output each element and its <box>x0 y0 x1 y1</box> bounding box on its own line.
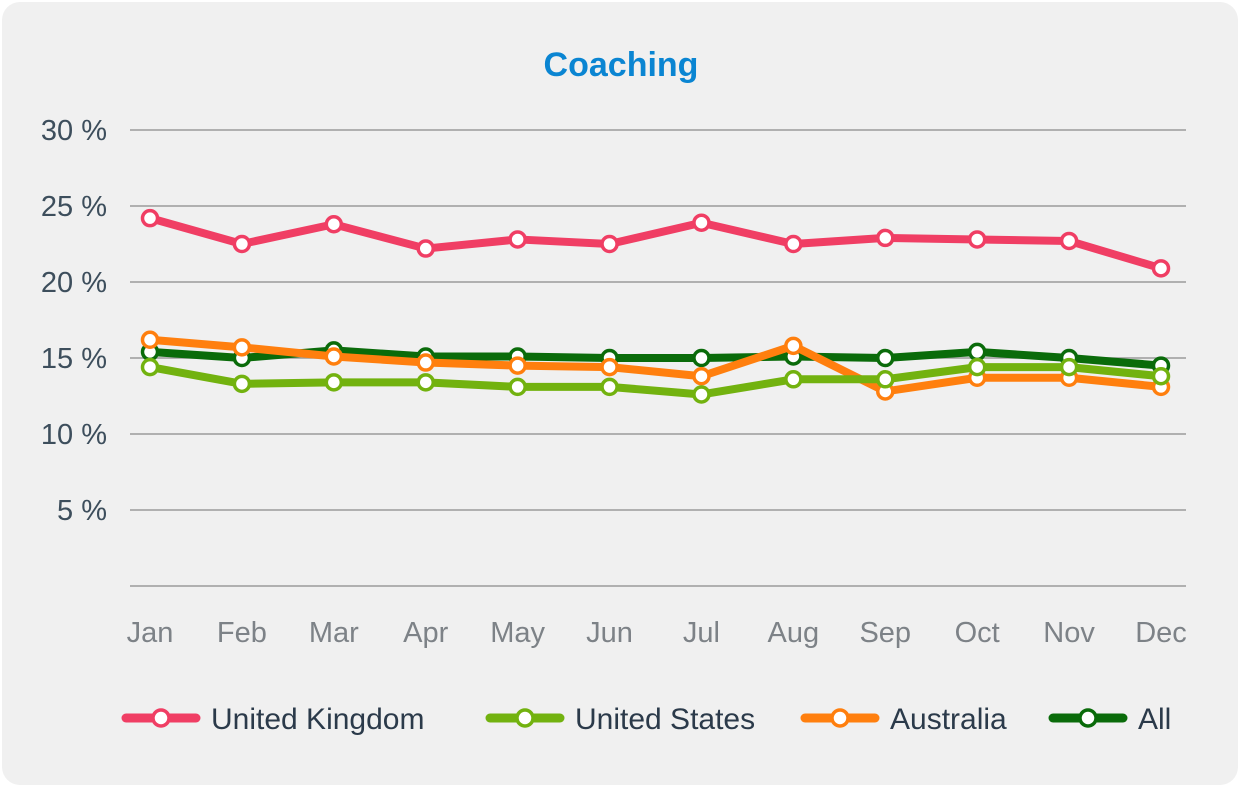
legend-label: All <box>1138 703 1171 736</box>
legend-marker <box>151 708 171 728</box>
legend-item-all[interactable]: All <box>1048 703 1171 736</box>
x-tick-label: Dec <box>1135 617 1187 649</box>
x-tick-label: Jan <box>127 617 174 649</box>
data-point-all[interactable] <box>967 342 987 362</box>
series-united-kingdom <box>140 208 1171 278</box>
x-tick-label: Sep <box>859 617 911 649</box>
x-tick-label: Apr <box>403 617 448 649</box>
legend-marker <box>1078 708 1098 728</box>
data-point-united-kingdom[interactable] <box>967 230 987 249</box>
grid-lines <box>130 129 1186 587</box>
data-point-australia[interactable] <box>508 356 527 375</box>
data-point-united-states[interactable] <box>967 357 987 377</box>
series-line-united-states <box>146 363 1165 399</box>
data-point-australia[interactable] <box>692 366 711 386</box>
x-tick-label: Mar <box>309 617 359 649</box>
data-point-united-kingdom[interactable] <box>692 213 711 232</box>
y-tick-label: 5 % <box>57 495 107 527</box>
x-tick-label: May <box>490 617 545 649</box>
data-point-united-states[interactable] <box>876 370 895 389</box>
x-tick-label: Aug <box>768 617 820 649</box>
data-point-united-states[interactable] <box>692 385 711 404</box>
data-point-australia[interactable] <box>600 357 619 377</box>
legend-label: United States <box>575 703 755 736</box>
data-point-united-kingdom[interactable] <box>416 239 435 258</box>
x-tick-label: Oct <box>955 617 1000 649</box>
y-tick-label: 15 % <box>41 343 107 375</box>
data-point-united-states[interactable] <box>324 373 344 392</box>
x-tick-label: Jun <box>586 617 633 649</box>
data-point-united-kingdom[interactable] <box>784 234 803 254</box>
y-tick-label: 30 % <box>41 115 107 147</box>
y-tick-label: 25 % <box>41 191 107 223</box>
y-tick-label: 20 % <box>41 267 107 299</box>
data-point-united-states[interactable] <box>1059 357 1079 377</box>
data-point-united-states[interactable] <box>600 377 619 397</box>
legend-label: Australia <box>890 703 1007 736</box>
data-point-australia[interactable] <box>324 347 344 366</box>
data-point-australia[interactable] <box>232 338 252 357</box>
chart-title: Coaching <box>544 46 699 84</box>
legend-item-australia[interactable]: Australia <box>800 703 1007 736</box>
data-point-all[interactable] <box>692 348 711 368</box>
data-point-united-kingdom[interactable] <box>140 208 160 228</box>
data-point-united-states[interactable] <box>232 374 252 394</box>
series-united-states <box>140 357 1171 404</box>
x-tick-label: Nov <box>1043 617 1095 649</box>
data-point-australia[interactable] <box>416 353 435 372</box>
x-tick-label: Jul <box>683 617 720 649</box>
legend-marker <box>515 708 535 728</box>
legend-label: United Kingdom <box>211 703 424 736</box>
data-point-united-kingdom[interactable] <box>508 230 527 249</box>
series-line-united-kingdom <box>146 214 1165 273</box>
data-point-united-states[interactable] <box>1151 366 1171 386</box>
series-group <box>140 208 1171 404</box>
data-point-australia[interactable] <box>784 336 803 356</box>
legend: United Kingdom United States Australia All <box>121 703 1171 736</box>
data-point-united-states[interactable] <box>416 373 435 392</box>
legend-item-united-states[interactable]: United States <box>485 703 755 736</box>
data-point-all[interactable] <box>876 348 895 368</box>
legend-item-united-kingdom[interactable]: United Kingdom <box>121 703 424 736</box>
data-point-united-states[interactable] <box>508 377 527 397</box>
data-point-united-kingdom[interactable] <box>1151 259 1171 278</box>
data-point-united-kingdom[interactable] <box>324 214 344 234</box>
y-axis-ticks: 5 % 10 % 15 % 20 % 25 % 30 % <box>41 115 107 527</box>
data-point-united-states[interactable] <box>784 370 803 389</box>
data-point-united-kingdom[interactable] <box>232 234 252 254</box>
data-point-united-states[interactable] <box>140 357 160 377</box>
x-axis-ticks: Jan Feb Mar Apr May Jun Jul Aug Sep Oct Nov Dec <box>127 617 1187 649</box>
data-point-united-kingdom[interactable] <box>600 234 619 254</box>
series-line-australia <box>146 335 1165 396</box>
data-point-australia[interactable] <box>140 330 160 350</box>
x-tick-label: Feb <box>217 617 267 649</box>
legend-marker <box>830 708 850 728</box>
y-tick-label: 10 % <box>41 419 107 451</box>
data-point-united-kingdom[interactable] <box>1059 231 1079 251</box>
data-point-united-kingdom[interactable] <box>876 228 895 248</box>
